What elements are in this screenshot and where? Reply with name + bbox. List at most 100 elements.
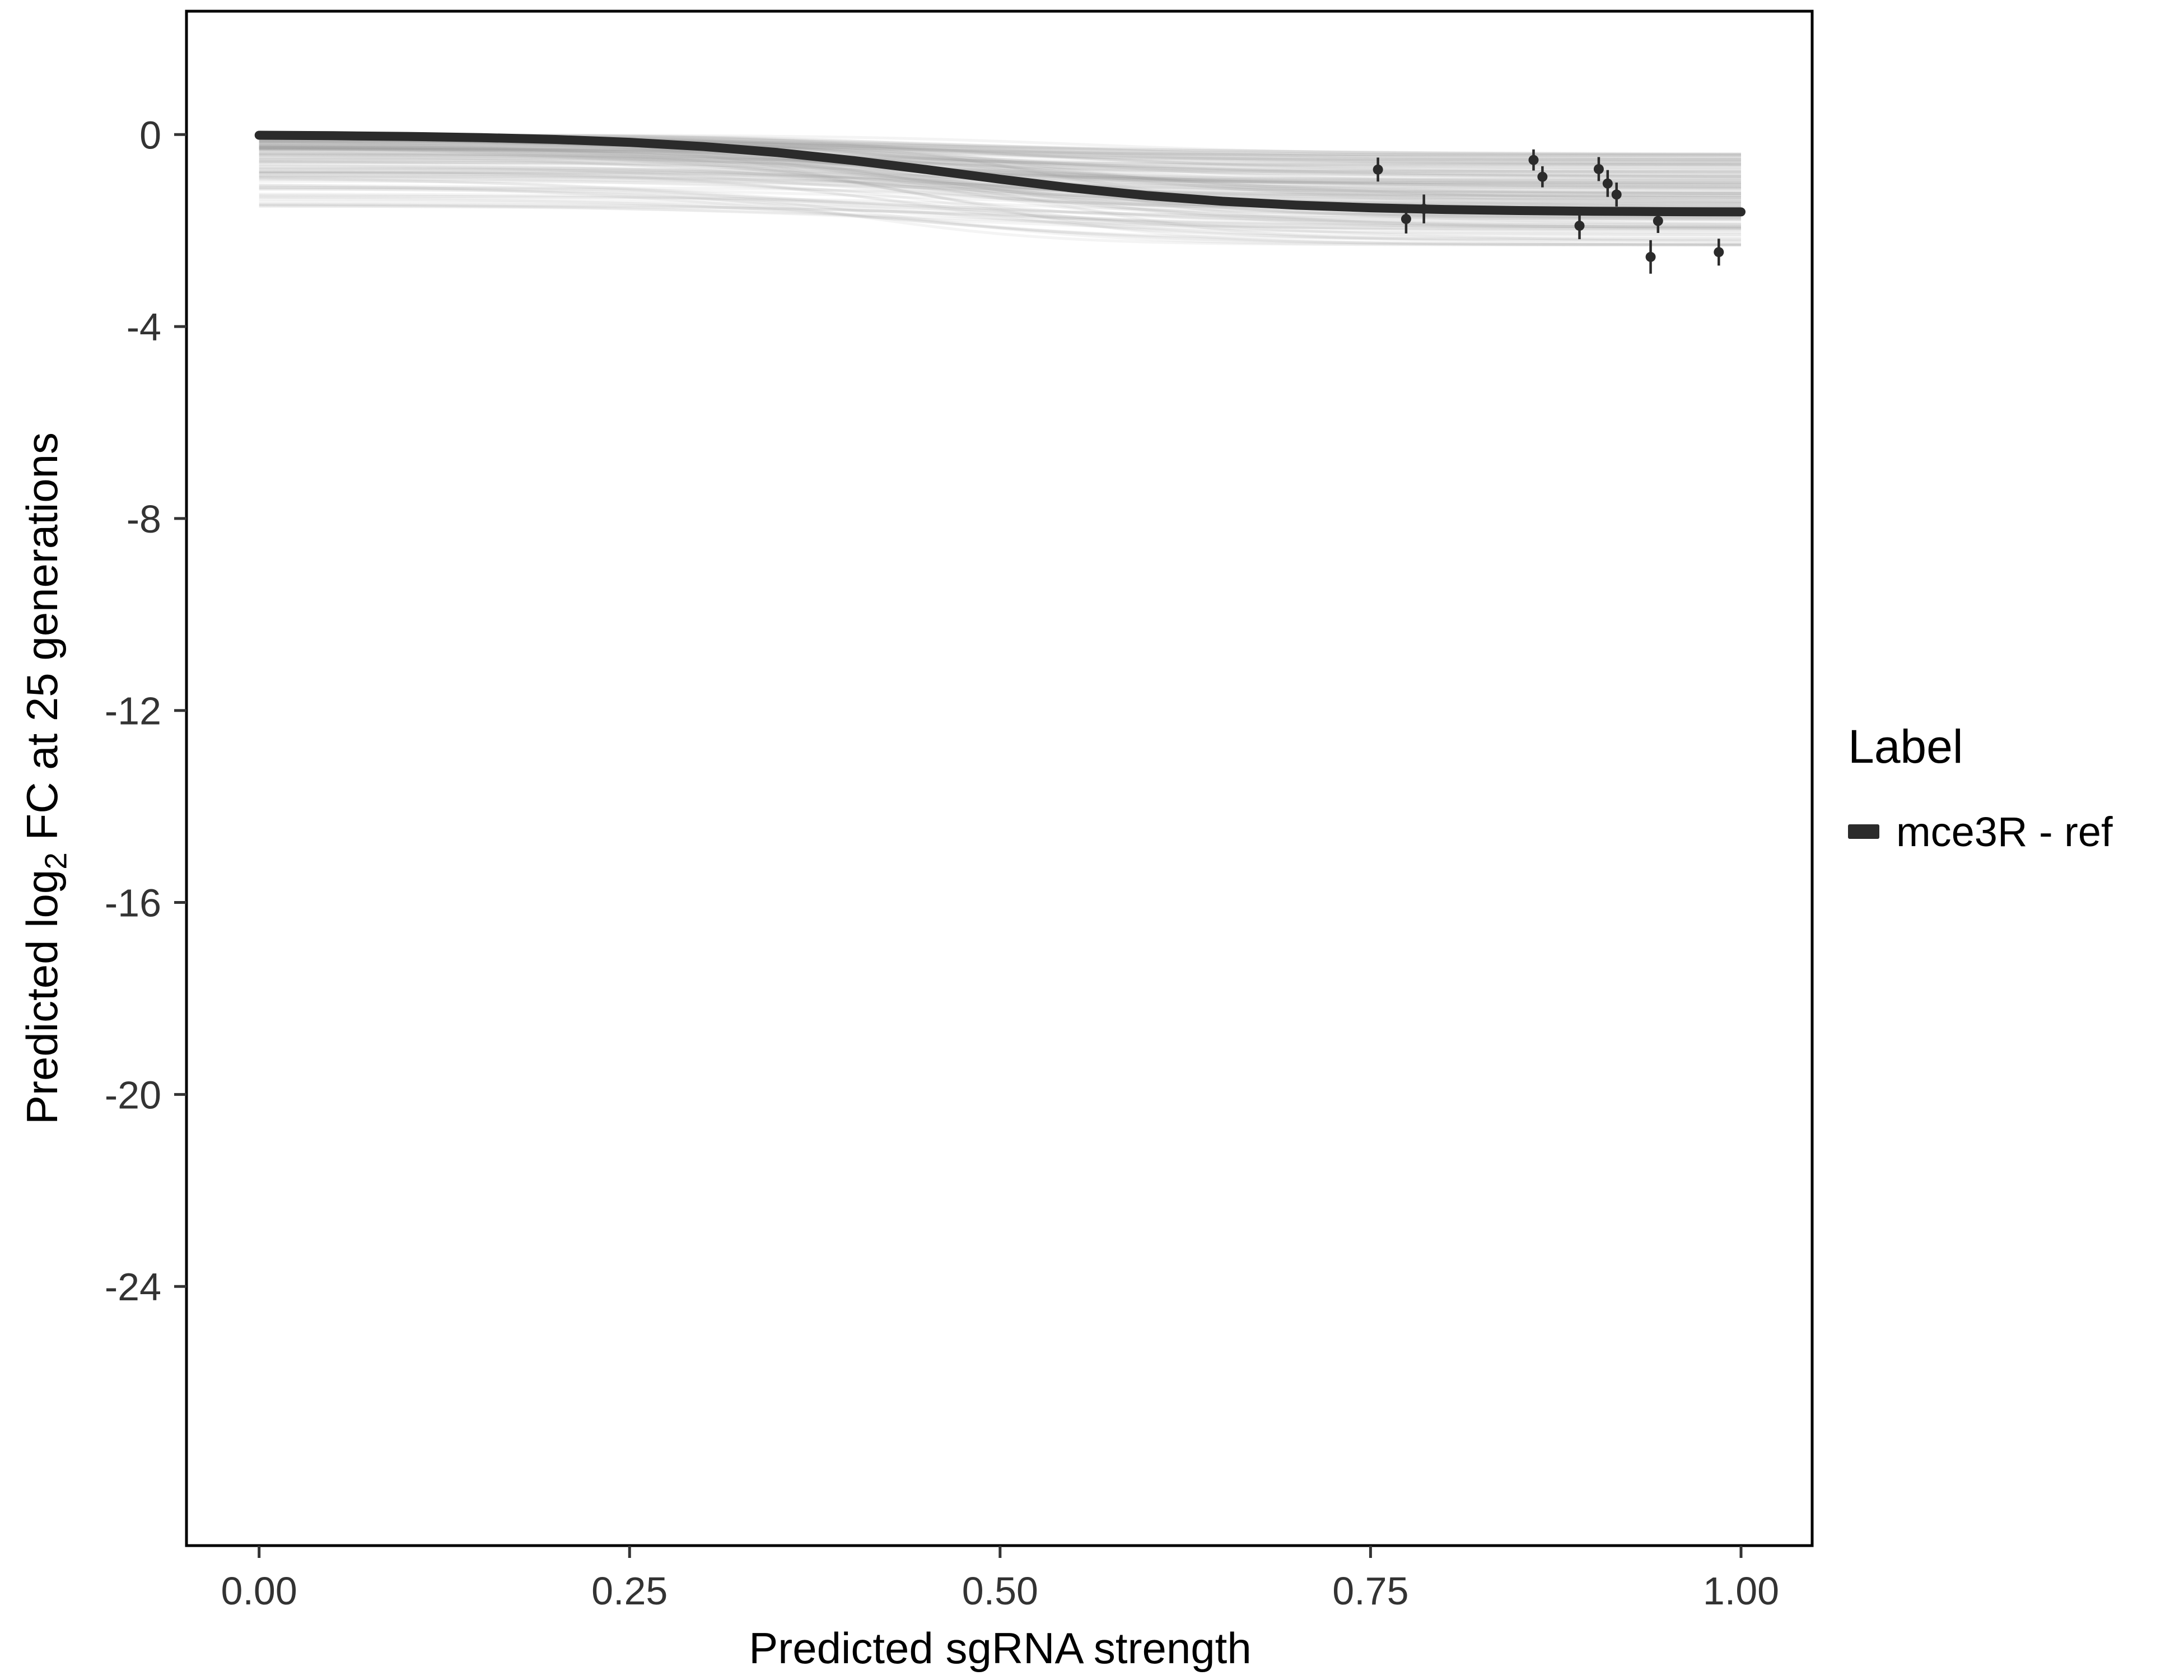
x-tick-label: 0.75 [1332,1569,1408,1613]
posterior-draw-line [259,148,1742,199]
legend-title: Label [1848,720,1963,773]
posterior-draw-line [259,161,1741,246]
posterior-draw-line [259,183,1742,246]
posterior-draw-line [259,195,1742,218]
posterior-draw-line [259,158,1741,182]
posterior-draw-line [259,141,1741,183]
y-tick-label: 0 [139,113,161,157]
x-tick-label: 1.00 [1703,1569,1779,1613]
data-point [1593,164,1604,174]
posterior-draw-line [259,178,1742,229]
y-tick-label: -16 [105,881,161,925]
posterior-draw-line [259,202,1742,246]
y-tick-label: -4 [127,305,161,349]
y-tick-label: -8 [127,497,161,541]
posterior-draw-line [259,204,1742,232]
posterior-draw-line [259,146,1742,178]
posterior-draw-line [259,151,1742,171]
posterior-draw-line [259,176,1742,246]
posterior-draw-line [259,161,1741,183]
posterior-draw-line [259,167,1741,225]
posterior-draw-line [259,146,1741,174]
y-tick-label: -12 [105,689,161,733]
posterior-draw-line [259,180,1741,239]
posterior-draw-line [259,184,1741,241]
posterior-draw-line [259,147,1741,236]
posterior-draw-line [259,136,1742,195]
posterior-draw-line [259,157,1741,200]
posterior-draw-line [259,142,1742,174]
y-axis-title-sub: 2 [38,852,73,870]
legend-entry: mce3R - ref [1848,806,2113,857]
posterior-draw-line [259,171,1741,194]
fitted-curve-mce3R-ref [254,130,1746,217]
posterior-draw-line [259,203,1742,236]
panel-background [186,11,1812,1546]
posterior-draw-line [259,148,1742,188]
legend-key-line-icon [1848,824,1879,839]
y-axis-title-pre: Predicted log [17,869,67,1124]
posterior-draw-line [259,194,1742,230]
data-point [1418,204,1429,214]
posterior-draw-line [259,148,1741,174]
data-point [1611,189,1622,200]
posterior-draw-line [259,148,1742,170]
posterior-draw-line [259,141,1741,164]
posterior-draw-line [259,146,1742,228]
posterior-draw-line [259,185,1742,244]
data-point [1714,247,1724,258]
posterior-draw-line [259,147,1742,227]
posterior-draw-line [259,146,1742,208]
data-points [1373,149,1724,274]
posterior-draw-line [259,171,1741,218]
posterior-draw-line [259,193,1741,221]
posterior-draw-line [259,154,1742,179]
posterior-draw-line [259,171,1742,201]
posterior-draw-line [259,156,1741,207]
posterior-draw-line [259,172,1741,231]
posterior-draw-line [259,152,1742,226]
posterior-draw-line [259,146,1742,176]
posterior-draw-line [259,166,1742,205]
posterior-draw-line [259,187,1741,230]
y-tick-label: -20 [105,1073,161,1117]
data-point [1653,216,1663,226]
posterior-draw-line [259,195,1742,221]
posterior-draw-line [259,141,1742,166]
posterior-draw-line [259,160,1741,208]
data-point [1645,251,1656,262]
posterior-draw-line [259,188,1741,246]
x-tick-label: 0.25 [591,1569,668,1613]
posterior-draw-line [259,174,1742,195]
posterior-draw-line [259,146,1742,226]
posterior-draw-line [259,147,1741,173]
posterior-draw-line [259,147,1742,200]
posterior-draw-line [259,141,1742,188]
posterior-draw-line [259,174,1741,205]
posterior-draw-line [259,140,1741,181]
x-tick-label: 0.00 [221,1569,297,1613]
y-axis-title-post: FC at 25 generations [17,432,67,853]
data-point [1574,221,1585,231]
data-point [1373,164,1383,175]
posterior-draw-line [259,149,1741,180]
posterior-draw-line [259,144,1741,166]
posterior-draw-line [259,154,1742,207]
posterior-draw-line [259,175,1741,197]
posterior-draw-line [259,170,1742,241]
posterior-draw-line [259,168,1742,198]
y-axis-title: Predicted log2 FC at 25 generations [17,330,73,1226]
posterior-draw-line [259,199,1742,228]
data-point [1401,214,1411,225]
posterior-draw-line [259,143,1742,190]
posterior-draw-line [259,143,1741,166]
x-tick-label: 0.50 [962,1569,1038,1613]
legend: Label mce3R - ref [1848,720,2113,857]
posterior-draw-line [259,149,1741,176]
posterior-draw-line [259,175,1742,197]
posterior-draw-line [259,146,1742,189]
data-point [1602,178,1613,189]
posterior-draw-line [259,197,1741,246]
legend-entry-label: mce3R - ref [1896,808,2113,855]
